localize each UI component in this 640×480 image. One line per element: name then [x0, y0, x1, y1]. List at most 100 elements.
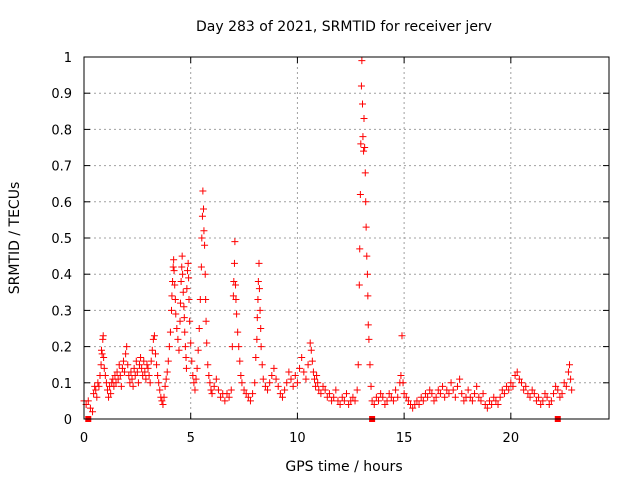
- data-point: [236, 357, 244, 365]
- data-point: [258, 361, 266, 369]
- data-point: [195, 325, 203, 332]
- data-point: [492, 397, 500, 405]
- data-point: [119, 357, 127, 365]
- data-point: [567, 375, 575, 383]
- data-point: [532, 397, 540, 405]
- data-point: [377, 390, 385, 398]
- data-point: [312, 382, 320, 390]
- data-point: [176, 299, 184, 307]
- data-point: [419, 397, 427, 405]
- data-point: [385, 390, 393, 398]
- data-point: [160, 393, 168, 401]
- data-point: [368, 397, 376, 405]
- data-point: [328, 397, 336, 405]
- data-point: [155, 379, 163, 387]
- data-point: [169, 277, 177, 285]
- data-point: [343, 390, 350, 398]
- data-point: [349, 393, 357, 401]
- data-point: [181, 328, 189, 336]
- data-point: [254, 277, 262, 285]
- data-point: [140, 357, 148, 365]
- data-point: [134, 379, 142, 387]
- data-point: [150, 332, 158, 340]
- data-point: [181, 343, 189, 351]
- y-tick-label: 0.1: [51, 377, 72, 392]
- data-point: [112, 379, 120, 387]
- data-point: [231, 238, 239, 246]
- data-point: [568, 386, 576, 394]
- y-tick-label: 0.8: [51, 123, 72, 138]
- data-point: [207, 386, 215, 394]
- data-point: [184, 267, 192, 275]
- data-point: [161, 382, 169, 390]
- data-point: [298, 353, 306, 361]
- data-point: [116, 372, 124, 380]
- data-point: [144, 364, 152, 372]
- y-tick-label: 0.5: [51, 232, 72, 247]
- data-point: [142, 375, 150, 383]
- data-point: [302, 375, 310, 383]
- data-point: [132, 357, 140, 365]
- data-point: [354, 361, 362, 369]
- data-point: [300, 368, 308, 376]
- data-point: [242, 390, 250, 398]
- data-point: [360, 147, 368, 155]
- x-tick-label: 20: [503, 431, 520, 446]
- data-point: [566, 361, 574, 369]
- data-point: [270, 364, 278, 372]
- data-point: [253, 335, 261, 343]
- data-point: [110, 382, 118, 390]
- data-point: [200, 205, 208, 213]
- data-point: [483, 404, 491, 412]
- data-point: [255, 285, 263, 293]
- data-point: [402, 393, 410, 401]
- data-point: [256, 306, 264, 314]
- data-point: [564, 368, 572, 376]
- data-point: [115, 361, 123, 369]
- data-point: [397, 372, 405, 380]
- data-point: [415, 401, 423, 409]
- data-point: [232, 296, 240, 304]
- data-point: [268, 372, 276, 380]
- data-point: [165, 343, 173, 351]
- data-point: [375, 397, 383, 405]
- data-point: [237, 372, 245, 380]
- data-point: [210, 382, 218, 390]
- data-point: [128, 375, 136, 383]
- data-point: [188, 357, 196, 365]
- data-point: [183, 285, 191, 293]
- data-point: [131, 372, 139, 380]
- data-point: [169, 263, 177, 271]
- x-tick-label: 0: [80, 431, 88, 446]
- data-point: [130, 364, 138, 372]
- data-point: [217, 393, 225, 401]
- data-point: [558, 390, 566, 398]
- data-point: [479, 390, 487, 398]
- data-point: [436, 390, 444, 398]
- data-point: [293, 379, 301, 387]
- data-point: [127, 368, 135, 376]
- data-point: [338, 393, 346, 401]
- data-point: [168, 306, 175, 314]
- data-point: [105, 393, 113, 401]
- data-point: [361, 169, 369, 177]
- data-point: [456, 375, 464, 383]
- data-point: [189, 372, 197, 380]
- data-point: [363, 270, 371, 278]
- data-point: [307, 346, 315, 354]
- data-point: [291, 372, 299, 380]
- data-point: [441, 393, 449, 401]
- data-point: [355, 281, 363, 289]
- data-point: [430, 397, 438, 405]
- data-point: [562, 382, 570, 390]
- data-point: [98, 350, 106, 358]
- data-point: [505, 386, 513, 394]
- data-point: [214, 386, 222, 394]
- data-point: [475, 393, 483, 401]
- data-point: [84, 397, 92, 405]
- data-point: [225, 393, 233, 401]
- data-point: [447, 379, 455, 387]
- data-point: [100, 364, 108, 372]
- data-point: [413, 397, 421, 405]
